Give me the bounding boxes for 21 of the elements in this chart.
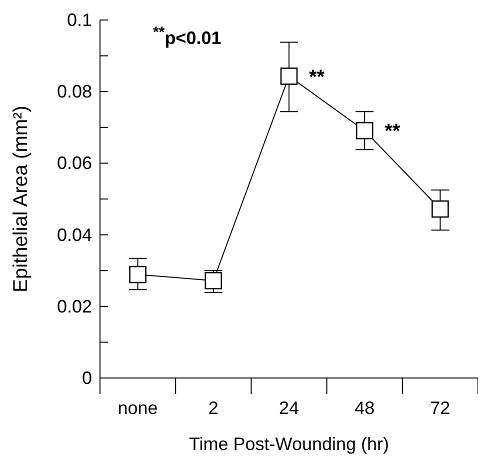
y-tick-label: 0.1 [66, 10, 92, 30]
y-tick-label: 0.04 [56, 224, 92, 245]
y-tick-label: 0 [82, 368, 92, 388]
point [432, 200, 449, 218]
x-tick-label: 48 [354, 398, 375, 418]
annotation: ** [384, 120, 400, 143]
point [204, 272, 222, 290]
x-tick-label: 2 [208, 398, 218, 418]
x-tick-label: none [118, 398, 158, 418]
point [356, 122, 374, 140]
point [129, 266, 146, 284]
x-tick-label: 72 [430, 398, 450, 418]
x-axis-title: Time Post-Wounding (hr) [188, 434, 390, 454]
y-tick-label: 0.02 [56, 296, 92, 316]
y-axis-title: Epithelial Area (mm²) [10, 106, 32, 292]
y-tick-label: 0.08 [56, 82, 92, 102]
annotation: ** [309, 66, 325, 88]
y-tick-label: 0.06 [56, 153, 92, 174]
point [280, 68, 298, 85]
annotation: $^{**}$p<0.01 [153, 24, 222, 49]
x-tick-label: 24 [278, 398, 300, 418]
